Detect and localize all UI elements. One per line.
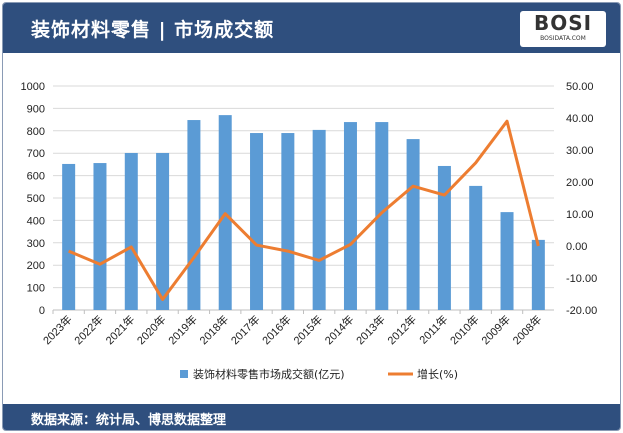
x-tick-label: 2011年 [416, 312, 450, 346]
x-tick-label: 2015年 [290, 312, 325, 347]
left-tick-label: 200 [27, 260, 45, 272]
bar [187, 120, 201, 310]
right-tick-label: 20.00 [566, 177, 594, 189]
x-tick-label: 2008年 [509, 312, 544, 347]
header-bar: 装饰材料零售 | 市场成交额 BOSI BOSIDATA.COM [3, 3, 620, 53]
left-tick-label: 500 [27, 193, 45, 205]
x-tick-label: 2023年 [40, 312, 75, 347]
data-source: 数据来源：统计局、博思数据整理 [31, 413, 227, 428]
page-title: 装饰材料零售 | 市场成交额 [31, 19, 275, 41]
bar [93, 163, 107, 310]
x-tick-label: 2017年 [228, 312, 263, 347]
left-tick-label: 300 [27, 238, 45, 250]
legend-line-label: 增长(%) [417, 367, 458, 381]
left-tick-label: 100 [27, 283, 45, 295]
x-tick-label: 2012年 [384, 312, 419, 347]
right-tick-label: 40.00 [566, 113, 594, 125]
bar [500, 212, 514, 310]
bar [406, 139, 420, 310]
bar [281, 133, 295, 310]
bar [250, 133, 264, 310]
bar [62, 163, 76, 310]
bosi-logo: BOSI BOSIDATA.COM [520, 11, 606, 47]
left-tick-label: 1000 [21, 81, 45, 93]
x-tick-label: 2018年 [196, 312, 231, 347]
right-tick-label: 10.00 [566, 209, 594, 221]
x-tick-label: 2019年 [165, 312, 200, 347]
x-tick-label: 2010年 [447, 312, 482, 347]
legend-bar-swatch [180, 370, 188, 378]
left-tick-label: 400 [27, 215, 45, 227]
legend-bar-label: 装饰材料零售市场成交额(亿元) [193, 367, 345, 381]
bar [437, 165, 451, 310]
x-tick-label: 2020年 [134, 312, 169, 347]
bar [343, 122, 357, 311]
footer-bar: 数据来源：统计局、博思数据整理 [3, 404, 620, 430]
bar [312, 129, 326, 310]
x-tick-label: 2021年 [102, 312, 137, 347]
bar [124, 152, 138, 310]
bar [469, 185, 483, 310]
right-tick-label: -20.00 [566, 305, 597, 317]
bar [156, 152, 170, 310]
right-tick-label: 0.00 [566, 241, 587, 253]
left-tick-label: 0 [39, 305, 45, 317]
x-tick-label: 2022年 [71, 312, 106, 347]
growth-line [68, 119, 540, 301]
right-tick-label: -10.00 [566, 273, 597, 285]
bar [375, 122, 389, 311]
left-tick-label: 600 [27, 171, 45, 183]
left-tick-label: 800 [27, 126, 45, 138]
x-tick-label: 2013年 [353, 312, 388, 347]
x-tick-label: 2009年 [478, 312, 513, 347]
right-tick-label: 50.00 [566, 81, 594, 93]
bar [531, 239, 545, 310]
x-tick-label: 2016年 [259, 312, 294, 347]
left-tick-label: 900 [27, 103, 45, 115]
x-tick-label: 2014年 [322, 312, 357, 347]
combo-chart: 0 100 200 300 400 500 600 700 800 900 1000 -20.00 -1… [21, 81, 598, 381]
left-tick-label: 700 [27, 148, 45, 160]
right-tick-label: 30.00 [566, 145, 594, 157]
